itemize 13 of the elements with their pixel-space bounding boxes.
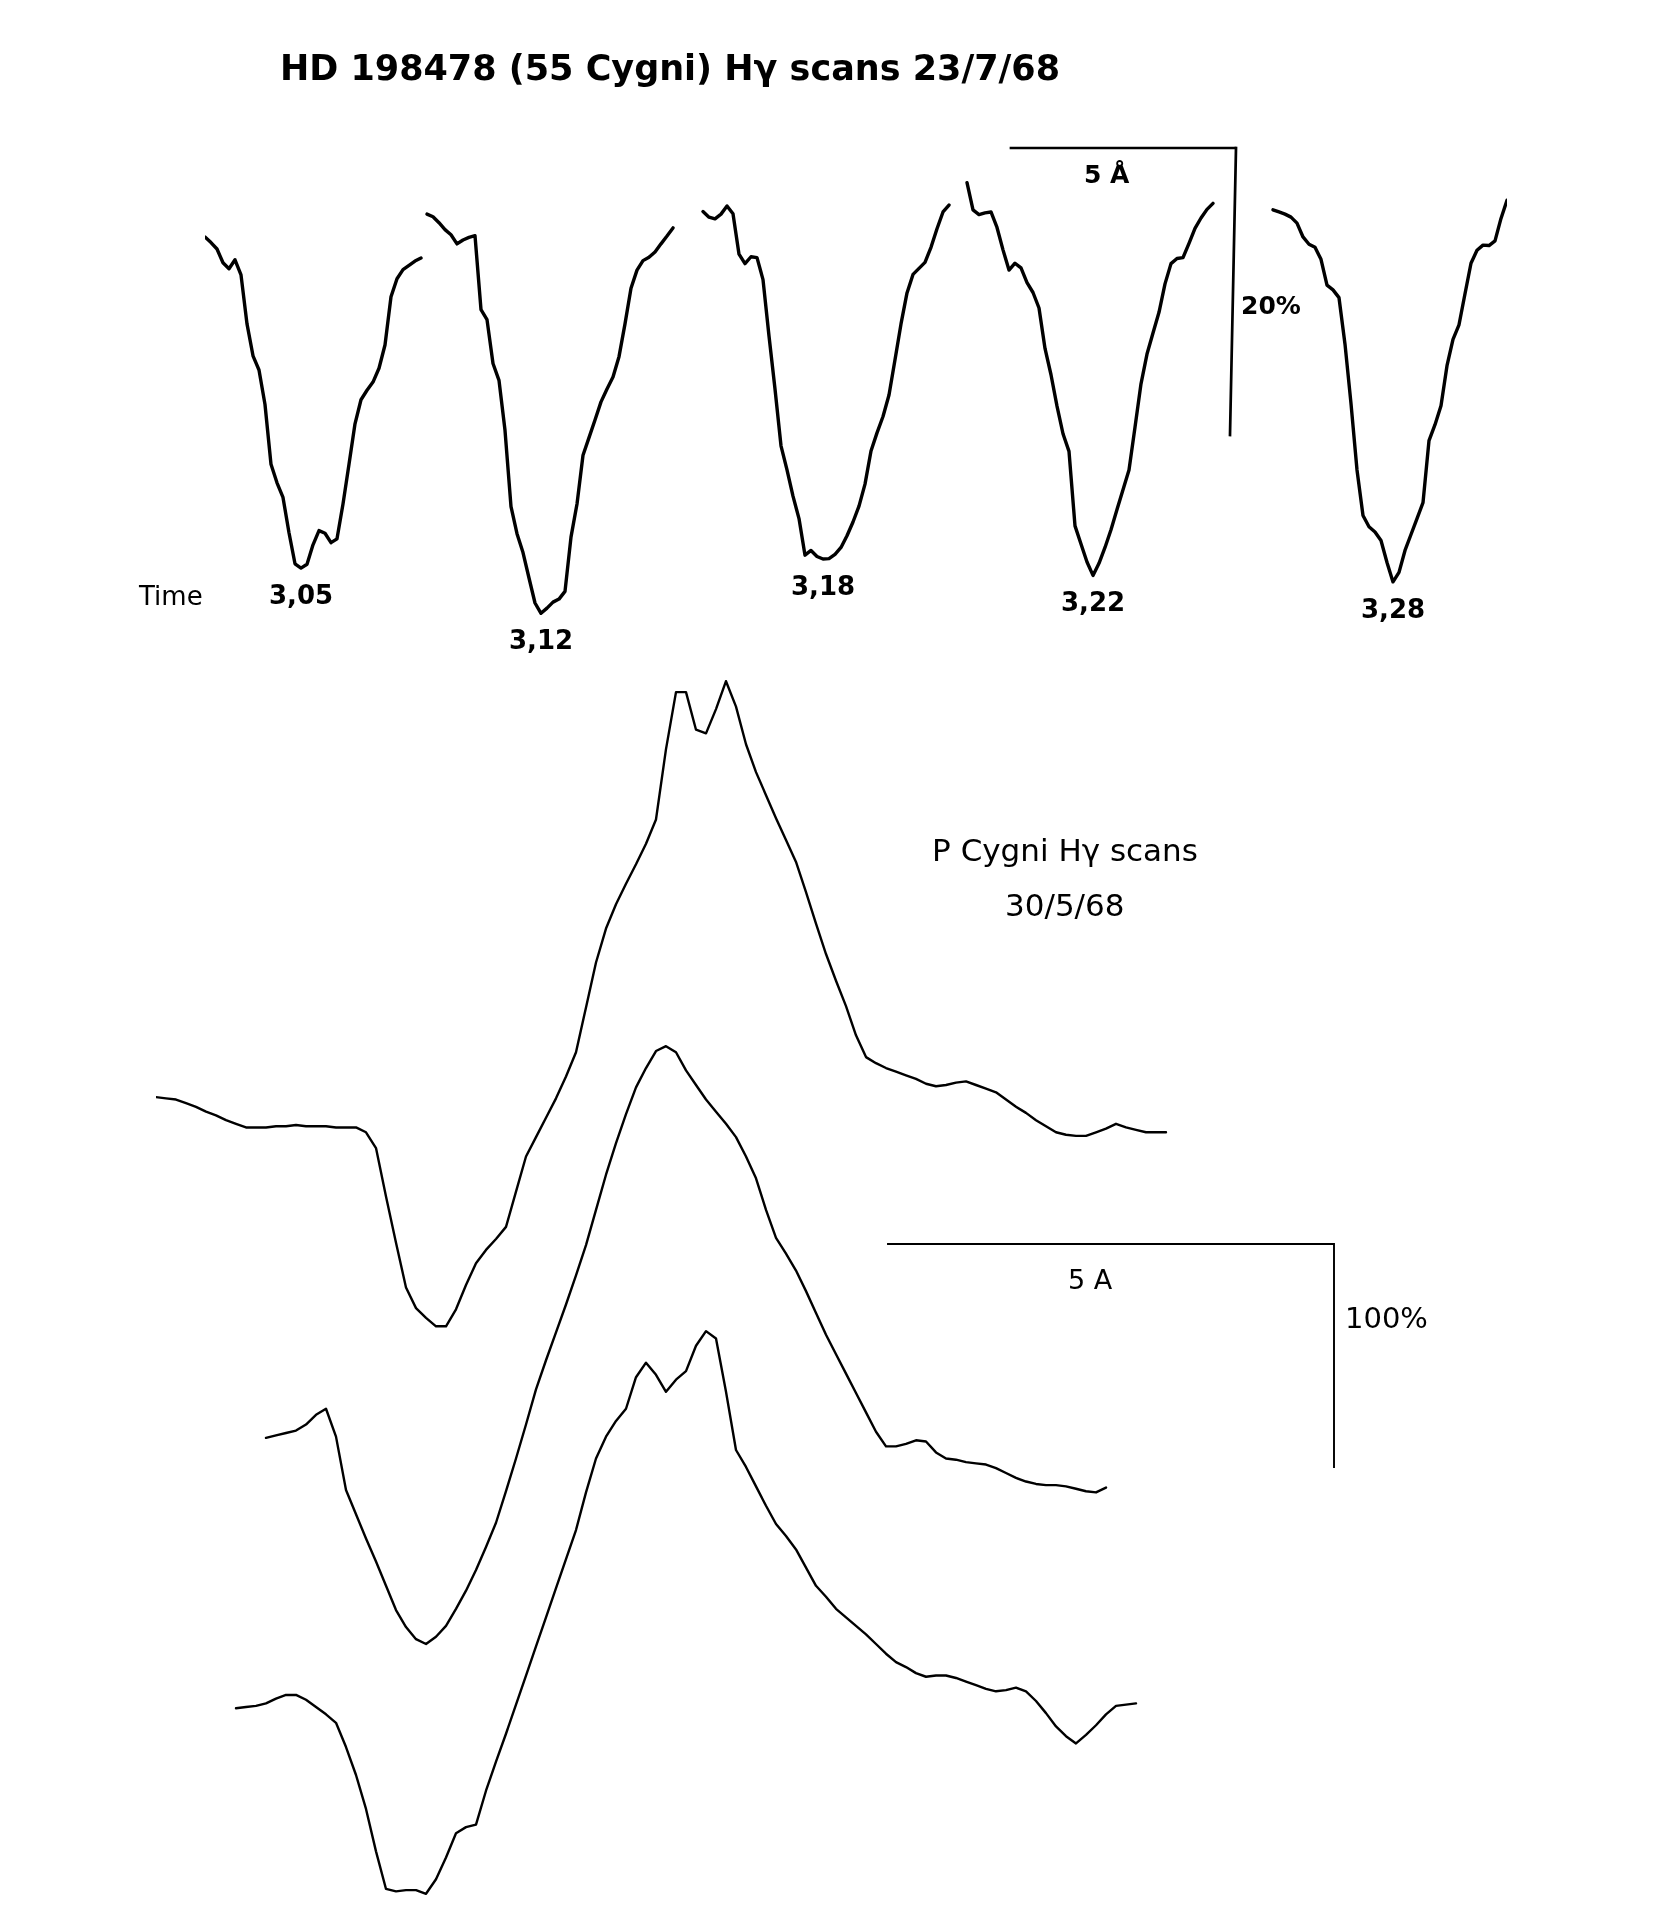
annotation: Time [138, 581, 203, 611]
text: P Cygni Hγ scans [932, 831, 1198, 868]
annotation: 5 Å [1084, 160, 1131, 189]
annotation: 20% [1241, 291, 1301, 320]
series-label: 3,22 [1061, 587, 1126, 617]
text: 30/5/68 [1005, 887, 1125, 923]
chart-title: HD 198478 (55 Cygni) Hγ scans 23/7/68 [279, 48, 1061, 89]
series-label: 3,12 [509, 625, 574, 655]
series-label: 3,28 [1361, 594, 1426, 624]
series-label: 3,05 [269, 580, 334, 610]
series-label: 3,18 [791, 571, 856, 601]
annotation: 5 A [1068, 1264, 1113, 1295]
text: 100% [1345, 1301, 1428, 1335]
